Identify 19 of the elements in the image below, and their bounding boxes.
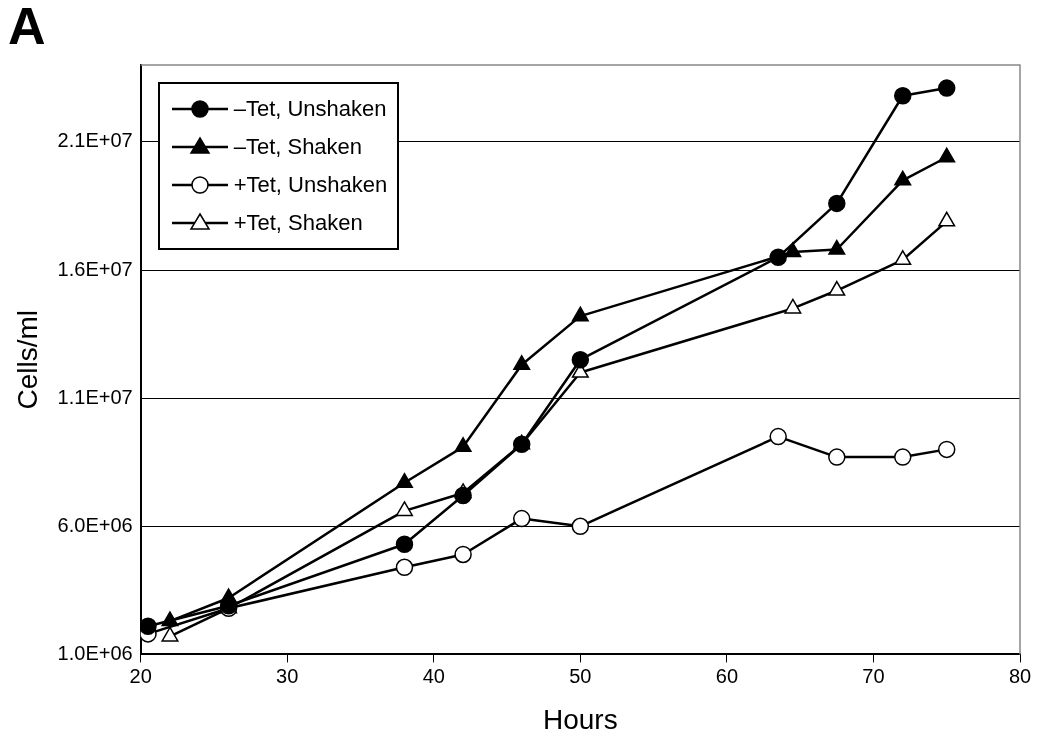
- x-tick-label: 80: [1008, 664, 1032, 687]
- legend-label: –Tet, Shaken: [233, 134, 363, 160]
- x-tick-label: 40: [422, 664, 445, 687]
- chart-title: A: [8, 0, 46, 56]
- y-tick-label: 1.1E+07: [57, 385, 133, 408]
- y-tick-label: 1.0E+06: [57, 641, 133, 664]
- x-axis-title: Hours: [542, 703, 618, 735]
- x-tick-label: 50: [569, 664, 592, 687]
- x-tick-label: 20: [129, 664, 152, 687]
- x-tick-label: 30: [276, 664, 299, 687]
- y-tick-label: 2.1E+07: [57, 129, 133, 152]
- x-tick-label: 70: [862, 664, 885, 687]
- x-tick-label: 60: [715, 664, 739, 687]
- legend-label: +Tet, Shaken: [233, 210, 363, 236]
- legend-label: +Tet, Unshaken: [233, 172, 388, 198]
- y-tick-label: 1.6E+07: [57, 257, 133, 280]
- legend-label: –Tet, Unshaken: [233, 96, 387, 122]
- y-axis-title: Cells/ml: [11, 309, 43, 410]
- y-tick-label: 6.0E+06: [57, 513, 133, 536]
